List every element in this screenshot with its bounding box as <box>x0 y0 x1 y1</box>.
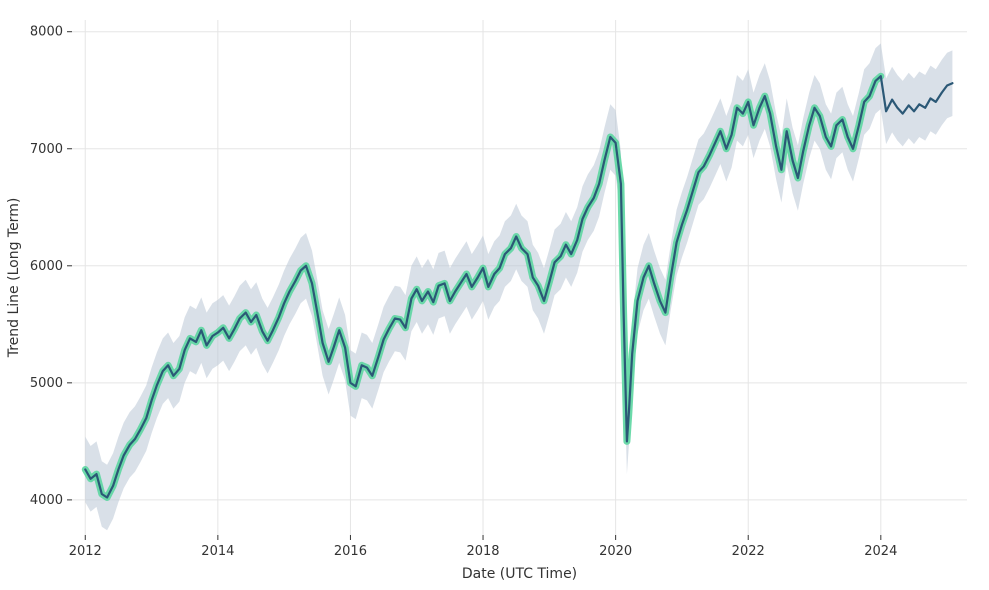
x-tick-label: 2018 <box>466 544 499 559</box>
y-tick-label: 4000 <box>30 493 63 508</box>
y-tick-label: 5000 <box>30 376 63 391</box>
x-tick-label: 2022 <box>732 544 765 559</box>
y-axis-label: Trend Line (Long Term) <box>6 198 22 359</box>
y-tick-label: 8000 <box>30 25 63 40</box>
x-tick-label: 2020 <box>599 544 632 559</box>
chart-svg: 2012 2014 2016 2018 2020 2022 2024 4000 5000 6000… <box>0 0 989 590</box>
y-tick-label: 7000 <box>30 142 63 157</box>
timeseries-chart: 2012 2014 2016 2018 2020 2022 2024 4000 5000 6000… <box>0 0 989 590</box>
x-tick-label: 2014 <box>201 544 234 559</box>
y-tick-label: 6000 <box>30 259 63 274</box>
x-tick-label: 2016 <box>334 544 367 559</box>
x-tick-label: 2024 <box>864 544 897 559</box>
plot-background <box>72 20 967 535</box>
x-tick-label: 2012 <box>69 544 102 559</box>
x-axis-label: Date (UTC Time) <box>462 566 577 582</box>
